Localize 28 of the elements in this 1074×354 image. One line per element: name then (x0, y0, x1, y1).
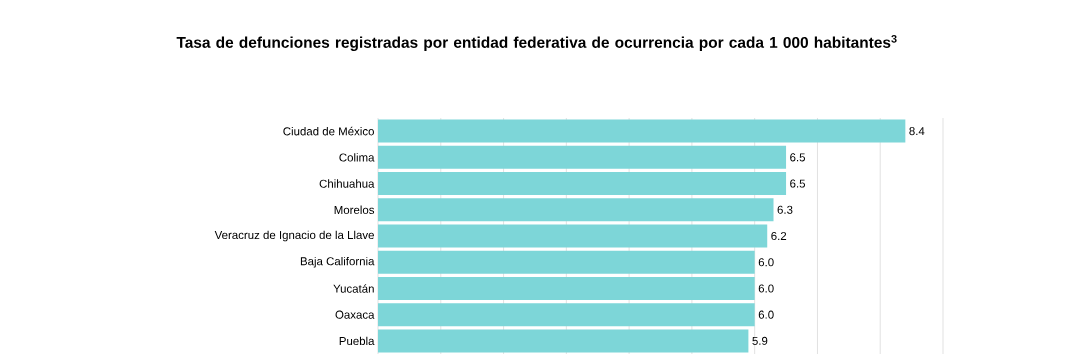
y-tick-label: Morelos (334, 205, 375, 214)
y-tick-label: Puebla (339, 336, 375, 346)
bar (378, 172, 787, 196)
data-label: 6.5 (790, 179, 806, 188)
bar (378, 303, 755, 327)
bar (378, 224, 768, 248)
y-tick-label: Oaxaca (335, 310, 375, 319)
data-label: 6.0 (758, 284, 774, 293)
data-label: 5.9 (752, 336, 768, 345)
data-label: 8.4 (909, 127, 925, 136)
data-label: 6.3 (777, 205, 793, 214)
y-tick-label: Ciudad de México (283, 126, 374, 136)
y-tick-label: Yucatán (333, 284, 374, 293)
bar (378, 329, 749, 353)
chart-title: Tasa de defunciones registradas por entidad federativa de ocurrencia por cada 1 000 habitantes$^{3}$ (176, 34, 897, 52)
bar (378, 145, 787, 169)
data-label: 6.0 (758, 310, 774, 319)
data-label: 6.5 (790, 153, 806, 162)
y-tick-label: Baja California (300, 256, 375, 268)
y-tick-label: Chihuahua (319, 179, 375, 188)
data-label: 6.2 (771, 231, 787, 241)
bar (378, 276, 755, 300)
bar (378, 250, 755, 274)
y-tick-label: Colima (339, 153, 375, 162)
y-tick-label: Veracruz de Ignacio de la Llave (214, 230, 374, 242)
bar (378, 119, 906, 143)
data-label: 6.0 (758, 258, 774, 267)
bar (378, 198, 774, 222)
